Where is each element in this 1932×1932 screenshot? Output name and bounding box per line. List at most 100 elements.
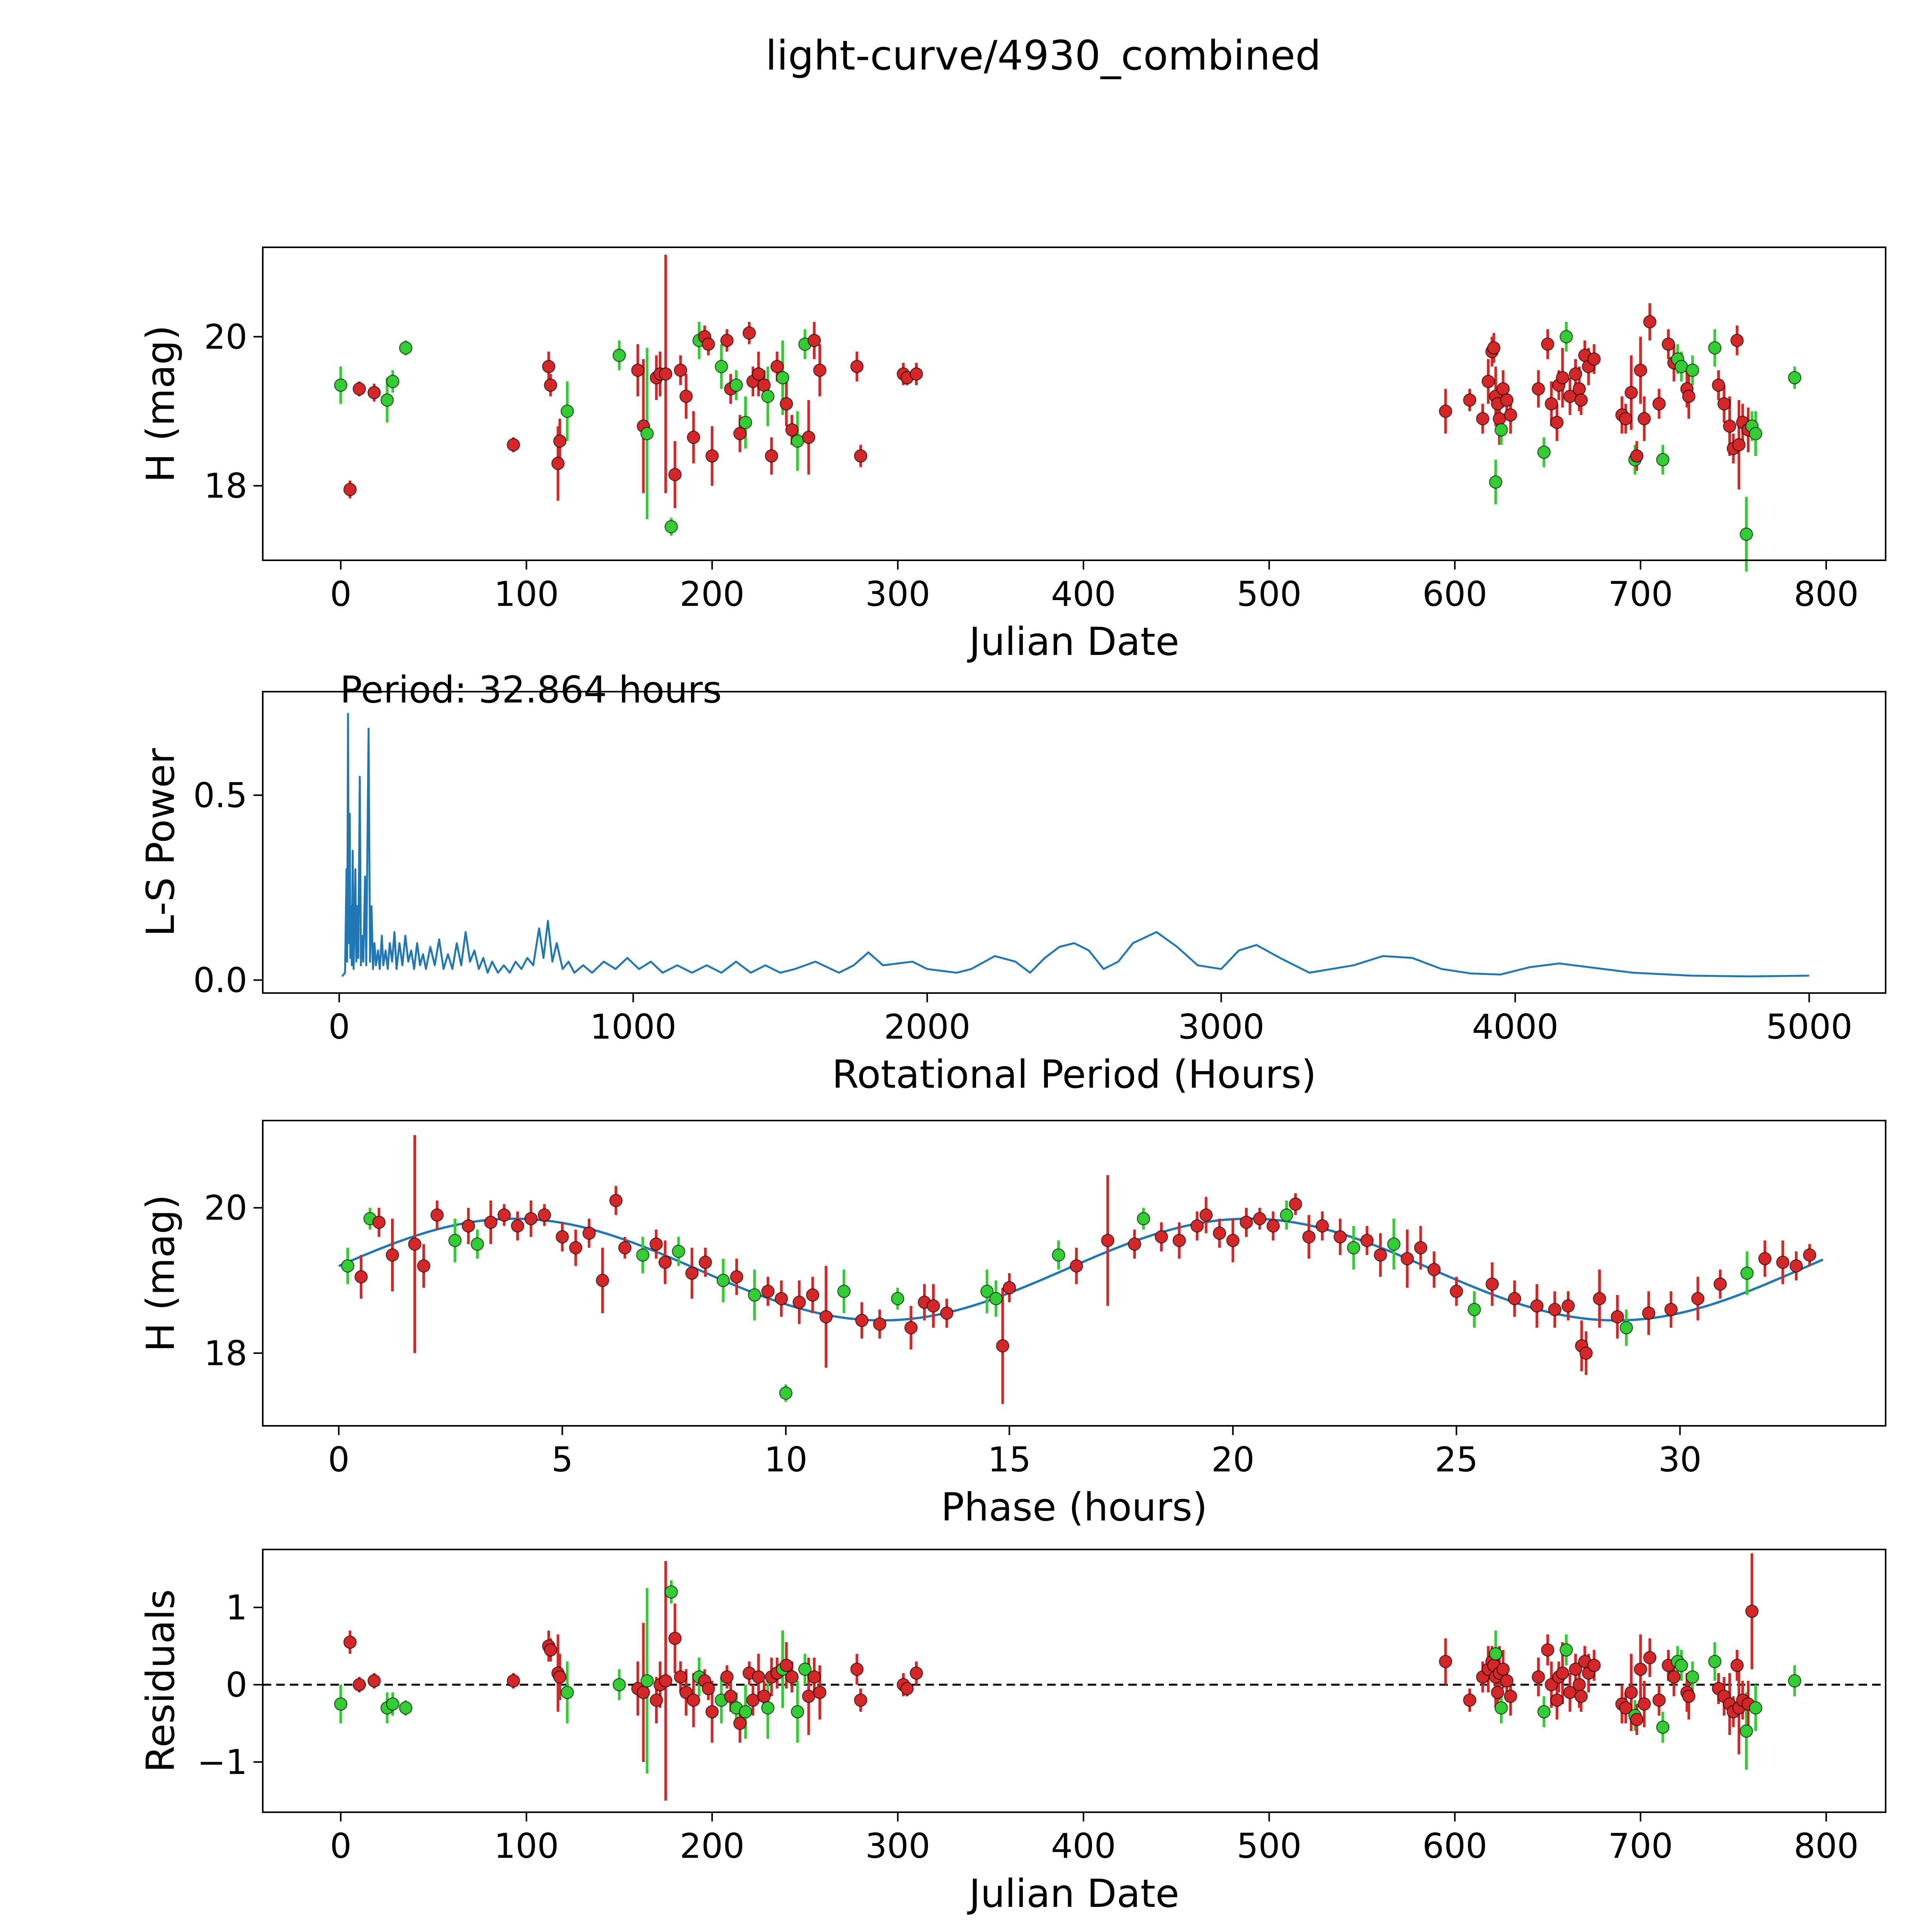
figure-title: light-curve/4930_combined bbox=[765, 32, 1321, 79]
data-point bbox=[770, 360, 784, 373]
data-point bbox=[1489, 475, 1503, 489]
data-point bbox=[673, 1670, 687, 1684]
x-tick-label: 3000 bbox=[1178, 1007, 1264, 1047]
data-point bbox=[640, 1674, 654, 1688]
data-point bbox=[640, 427, 654, 440]
data-point bbox=[560, 1685, 574, 1699]
data-point bbox=[511, 1219, 524, 1233]
data-point bbox=[779, 1386, 793, 1400]
data-point bbox=[1070, 1259, 1083, 1273]
data-point bbox=[854, 1693, 867, 1707]
data-point bbox=[1682, 1689, 1696, 1703]
data-point bbox=[352, 382, 366, 396]
x-tick-label: 1000 bbox=[590, 1007, 677, 1047]
plot-box bbox=[262, 1549, 1886, 1813]
data-point bbox=[343, 1635, 357, 1649]
panel-jd-magnitude-xlabel: Julian Date bbox=[967, 619, 1179, 664]
data-point bbox=[658, 1255, 672, 1269]
data-point bbox=[739, 415, 752, 429]
data-point bbox=[1495, 423, 1508, 437]
data-point bbox=[1333, 1230, 1347, 1244]
data-point bbox=[544, 1643, 558, 1657]
data-point bbox=[1508, 1292, 1521, 1306]
data-point bbox=[1240, 1216, 1253, 1229]
data-point bbox=[430, 1208, 444, 1222]
y-tick-label: 0.0 bbox=[193, 961, 247, 1000]
data-point bbox=[1749, 427, 1762, 440]
x-tick-label: 300 bbox=[865, 1826, 930, 1866]
data-point bbox=[730, 1270, 743, 1284]
data-point bbox=[1541, 337, 1554, 351]
data-point bbox=[980, 1284, 994, 1298]
x-tick-label: 0 bbox=[328, 1007, 350, 1047]
data-point bbox=[1427, 1263, 1441, 1276]
data-point bbox=[1556, 371, 1570, 384]
data-point bbox=[1789, 1259, 1803, 1273]
data-point bbox=[1052, 1248, 1065, 1262]
data-point bbox=[560, 405, 574, 418]
data-point bbox=[1560, 1643, 1573, 1657]
x-tick-label: 100 bbox=[494, 574, 559, 614]
data-point bbox=[1414, 1241, 1427, 1255]
data-point bbox=[1496, 382, 1510, 396]
data-point bbox=[1803, 1248, 1816, 1262]
data-point bbox=[386, 1248, 399, 1262]
data-point bbox=[765, 449, 778, 463]
data-point bbox=[1199, 1208, 1213, 1222]
data-point bbox=[334, 378, 348, 392]
data-point bbox=[1289, 1197, 1302, 1211]
data-point bbox=[612, 349, 626, 362]
data-point bbox=[1630, 1713, 1644, 1726]
y-tick-label: 1 bbox=[226, 1588, 247, 1628]
data-point bbox=[1487, 341, 1501, 355]
panel-periodogram-xlabel: Rotational Period (Hours) bbox=[832, 1052, 1316, 1097]
data-point bbox=[1624, 1685, 1638, 1699]
data-point bbox=[609, 1194, 623, 1208]
data-point bbox=[1439, 405, 1452, 418]
data-point bbox=[1643, 315, 1656, 329]
data-point bbox=[1489, 1647, 1503, 1661]
data-point bbox=[1732, 438, 1746, 452]
data-point bbox=[687, 430, 701, 444]
panel-residuals-ylabel: Residuals bbox=[138, 1589, 183, 1772]
data-point bbox=[730, 378, 743, 392]
data-point bbox=[705, 1705, 719, 1719]
data-point bbox=[1662, 337, 1675, 351]
data-point bbox=[448, 1234, 462, 1247]
data-point bbox=[1550, 415, 1564, 429]
data-point bbox=[761, 1284, 775, 1298]
data-point bbox=[1664, 1303, 1678, 1316]
data-point bbox=[673, 363, 687, 377]
data-point bbox=[1468, 1303, 1481, 1316]
data-point bbox=[724, 1689, 738, 1703]
data-point bbox=[1675, 360, 1688, 373]
data-point bbox=[1491, 1685, 1504, 1699]
data-point bbox=[1493, 412, 1506, 425]
data-point bbox=[1642, 1306, 1656, 1320]
data-point bbox=[1213, 1226, 1226, 1240]
data-point bbox=[380, 393, 394, 407]
data-point bbox=[372, 1216, 386, 1229]
x-tick-label: 30 bbox=[1658, 1440, 1702, 1480]
data-point bbox=[367, 1674, 381, 1688]
data-point bbox=[1593, 1292, 1606, 1306]
data-point bbox=[793, 1295, 806, 1309]
data-point bbox=[1574, 393, 1588, 407]
data-point bbox=[1481, 374, 1495, 388]
data-point bbox=[1450, 1284, 1463, 1298]
data-point bbox=[1315, 1219, 1329, 1233]
data-point bbox=[900, 1682, 914, 1696]
x-tick-label: 600 bbox=[1422, 1826, 1487, 1866]
data-point bbox=[1463, 393, 1476, 407]
data-point bbox=[507, 1674, 520, 1688]
data-point bbox=[1579, 1346, 1593, 1360]
data-point bbox=[1463, 1693, 1476, 1707]
data-point bbox=[354, 1270, 368, 1284]
x-tick-label: 700 bbox=[1608, 574, 1673, 614]
data-point bbox=[904, 1321, 918, 1335]
data-point bbox=[1634, 1662, 1647, 1676]
data-point bbox=[1485, 1277, 1499, 1291]
data-point bbox=[1253, 1212, 1267, 1226]
data-point bbox=[702, 337, 715, 351]
